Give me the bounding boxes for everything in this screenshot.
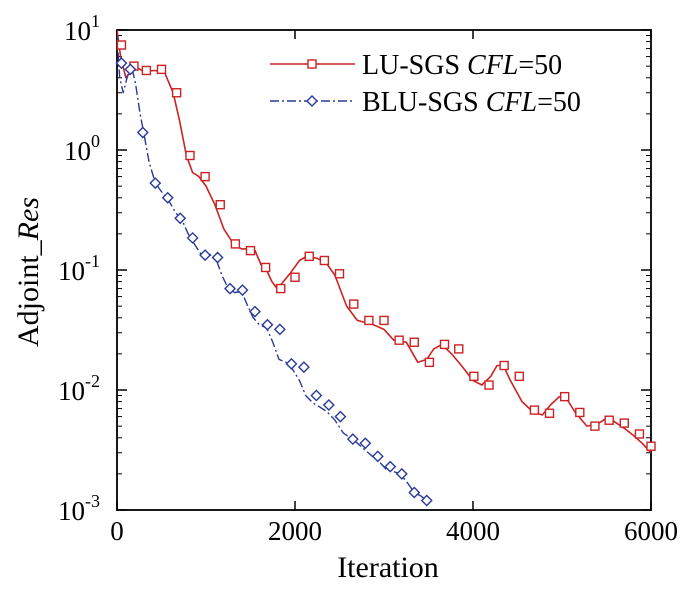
x-tick-label: 6000 — [624, 516, 678, 546]
data-point-lu-sgs — [200, 171, 210, 182]
data-point-lu-sgs — [276, 283, 286, 294]
x-axis-title: Iteration — [337, 551, 439, 584]
data-point-lu-sgs — [245, 245, 256, 256]
data-point-blu-sgs — [248, 305, 261, 318]
data-point-blu-sgs — [371, 450, 384, 463]
series-line-blu-sgs — [117, 35, 428, 502]
legend-marker-blu-sgs — [306, 95, 318, 107]
data-point-lu-sgs — [634, 429, 645, 439]
x-tick-label: 4000 — [446, 516, 500, 546]
data-point-lu-sgs — [319, 255, 330, 266]
data-point-lu-sgs — [604, 415, 614, 425]
series-line-lu-sgs — [117, 30, 651, 454]
data-point-blu-sgs — [273, 323, 286, 336]
data-point-blu-sgs — [384, 460, 397, 473]
data-point-blu-sgs — [334, 410, 347, 423]
data-point-lu-sgs — [260, 262, 271, 273]
data-point-blu-sgs — [236, 284, 249, 297]
data-point-blu-sgs — [224, 282, 237, 295]
legend-marker-lu-sgs — [307, 59, 317, 69]
data-point-lu-sgs — [290, 272, 300, 282]
data-point-lu-sgs — [364, 315, 374, 326]
legend-label-lu-sgs: LU-SGS CFL=50 — [362, 50, 562, 81]
data-point-lu-sgs — [185, 150, 195, 161]
y-tick-label: 10-2 — [58, 371, 100, 406]
data-point-lu-sgs — [334, 269, 345, 279]
data-point-blu-sgs — [174, 212, 187, 225]
data-point-blu-sgs — [322, 399, 335, 411]
data-point-lu-sgs — [646, 441, 656, 451]
data-point-blu-sgs — [161, 191, 174, 204]
data-point-lu-sgs — [529, 405, 540, 415]
y-tick-label: 10-1 — [58, 251, 100, 286]
y-axis-title: Adjoint_Res — [12, 197, 45, 347]
data-point-lu-sgs — [116, 40, 127, 50]
legend-item-lu-sgs: LU-SGS CFL=50 — [270, 50, 562, 81]
data-point-blu-sgs — [310, 389, 323, 402]
data-point-blu-sgs — [420, 494, 433, 507]
data-point-lu-sgs — [544, 408, 555, 418]
data-point-blu-sgs — [346, 433, 359, 446]
legend: LU-SGS CFL=50 BLU-SGS CFL=50 — [270, 50, 581, 118]
data-point-blu-sgs — [124, 63, 137, 76]
legend-label-blu-sgs: BLU-SGS CFL=50 — [362, 87, 581, 118]
data-point-blu-sgs — [261, 318, 274, 331]
data-point-blu-sgs — [285, 357, 298, 370]
data-point-lu-sgs — [424, 357, 435, 368]
data-point-lu-sgs — [409, 337, 419, 347]
y-axis: 101 100 10-1 10-2 10-3 — [58, 11, 651, 526]
y-tick-label: 101 — [64, 11, 100, 46]
data-point-blu-sgs — [211, 251, 224, 264]
data-point-lu-sgs — [141, 65, 152, 76]
data-point-lu-sgs — [215, 200, 225, 210]
data-point-lu-sgs — [484, 380, 494, 390]
x-tick-label: 0 — [110, 516, 124, 546]
data-point-lu-sgs — [171, 88, 182, 98]
data-point-blu-sgs — [359, 437, 372, 450]
x-axis: 0 2000 4000 6000 — [110, 30, 678, 546]
data-point-lu-sgs — [394, 335, 404, 345]
data-point-lu-sgs — [156, 64, 167, 75]
data-point-lu-sgs — [559, 391, 570, 402]
data-point-blu-sgs — [136, 126, 149, 139]
data-point-lu-sgs — [469, 371, 479, 382]
data-point-lu-sgs — [304, 251, 314, 262]
y-tick-label: 100 — [64, 131, 100, 166]
data-point-blu-sgs — [149, 177, 162, 190]
data-point-lu-sgs — [439, 339, 450, 350]
data-point-lu-sgs — [514, 371, 524, 382]
data-point-blu-sgs — [395, 467, 408, 480]
data-point-blu-sgs — [408, 486, 421, 499]
data-point-blu-sgs — [199, 249, 212, 262]
data-point-lu-sgs — [590, 421, 600, 431]
y-axis-title-main: Adjoint_ — [12, 239, 45, 347]
y-tick-label: 10-3 — [58, 491, 100, 526]
data-point-lu-sgs — [499, 360, 509, 371]
series-layer — [117, 30, 651, 502]
data-point-lu-sgs — [230, 239, 241, 249]
legend-item-blu-sgs: BLU-SGS CFL=50 — [270, 87, 581, 118]
data-point-lu-sgs — [379, 315, 389, 326]
data-point-lu-sgs — [454, 344, 464, 354]
marker-layer — [115, 40, 656, 507]
x-tick-label: 2000 — [268, 516, 322, 546]
y-axis-title-italic: Res — [12, 197, 45, 241]
data-point-blu-sgs — [115, 57, 128, 70]
data-point-lu-sgs — [619, 418, 629, 428]
data-point-blu-sgs — [297, 361, 310, 374]
data-point-lu-sgs — [349, 299, 359, 309]
data-point-blu-sgs — [186, 231, 199, 244]
data-point-lu-sgs — [575, 407, 585, 418]
